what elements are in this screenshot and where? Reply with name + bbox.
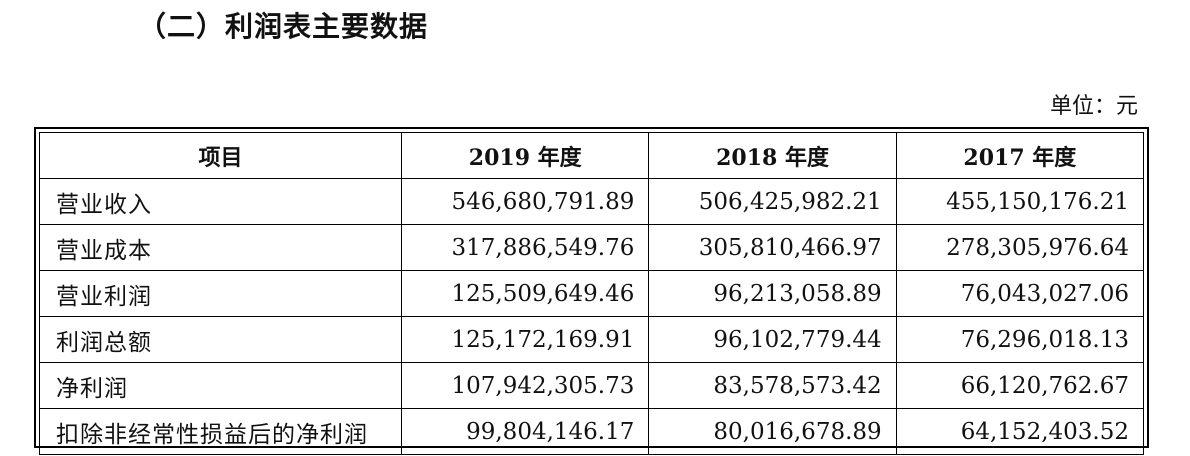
value-2017: 455,150,176.21 <box>895 178 1145 225</box>
table-row: 营业利润 125,509,649.46 96,213,058.89 76,043… <box>38 270 1145 317</box>
value-2018: 305,810,466.97 <box>648 224 897 271</box>
value-2018: 96,102,779.44 <box>648 316 897 363</box>
row-label: 扣除非经常性损益后的净利润 <box>38 408 403 455</box>
value-2017: 76,043,027.06 <box>895 270 1145 317</box>
value-2019: 107,942,305.73 <box>401 362 650 409</box>
row-label: 净利润 <box>38 362 403 409</box>
row-label: 营业收入 <box>38 178 403 225</box>
value-2018: 506,425,982.21 <box>648 178 897 225</box>
header-2019: 2019 年度 <box>401 132 650 179</box>
table-row: 净利润 107,942,305.73 83,578,573.42 66,120,… <box>38 362 1145 409</box>
value-2017: 64,152,403.52 <box>895 408 1145 455</box>
section-title: （二）利润表主要数据 <box>138 10 429 43</box>
value-2019: 125,509,649.46 <box>401 270 650 317</box>
table-row: 营业收入 546,680,791.89 506,425,982.21 455,1… <box>38 178 1145 225</box>
table-row: 扣除非经常性损益后的净利润 99,804,146.17 80,016,678.8… <box>38 408 1145 455</box>
value-2017: 278,305,976.64 <box>895 224 1145 271</box>
table-row: 利润总额 125,172,169.91 96,102,779.44 76,296… <box>38 316 1145 363</box>
table-row: 营业成本 317,886,549.76 305,810,466.97 278,3… <box>38 224 1145 271</box>
row-label: 利润总额 <box>38 316 403 363</box>
value-2019: 317,886,549.76 <box>401 224 650 271</box>
row-label: 营业利润 <box>38 270 403 317</box>
value-2017: 76,296,018.13 <box>895 316 1145 363</box>
income-statement-table-frame: 项目 2019 年度 2018 年度 2017 年度 营业收入 546,680,… <box>34 127 1149 455</box>
value-2017: 66,120,762.67 <box>895 362 1145 409</box>
row-label: 营业成本 <box>38 224 403 271</box>
value-2018: 83,578,573.42 <box>648 362 897 409</box>
header-2018: 2018 年度 <box>648 132 897 179</box>
table-header-row: 项目 2019 年度 2018 年度 2017 年度 <box>38 132 1145 179</box>
income-statement-table: 项目 2019 年度 2018 年度 2017 年度 营业收入 546,680,… <box>38 132 1145 455</box>
unit-note: 单位：元 <box>1049 94 1138 119</box>
value-2019: 125,172,169.91 <box>401 316 650 363</box>
value-2019: 546,680,791.89 <box>401 178 650 225</box>
value-2018: 80,016,678.89 <box>648 408 897 455</box>
header-item: 项目 <box>38 132 403 179</box>
header-2017: 2017 年度 <box>895 132 1145 179</box>
value-2018: 96,213,058.89 <box>648 270 897 317</box>
value-2019: 99,804,146.17 <box>401 408 650 455</box>
